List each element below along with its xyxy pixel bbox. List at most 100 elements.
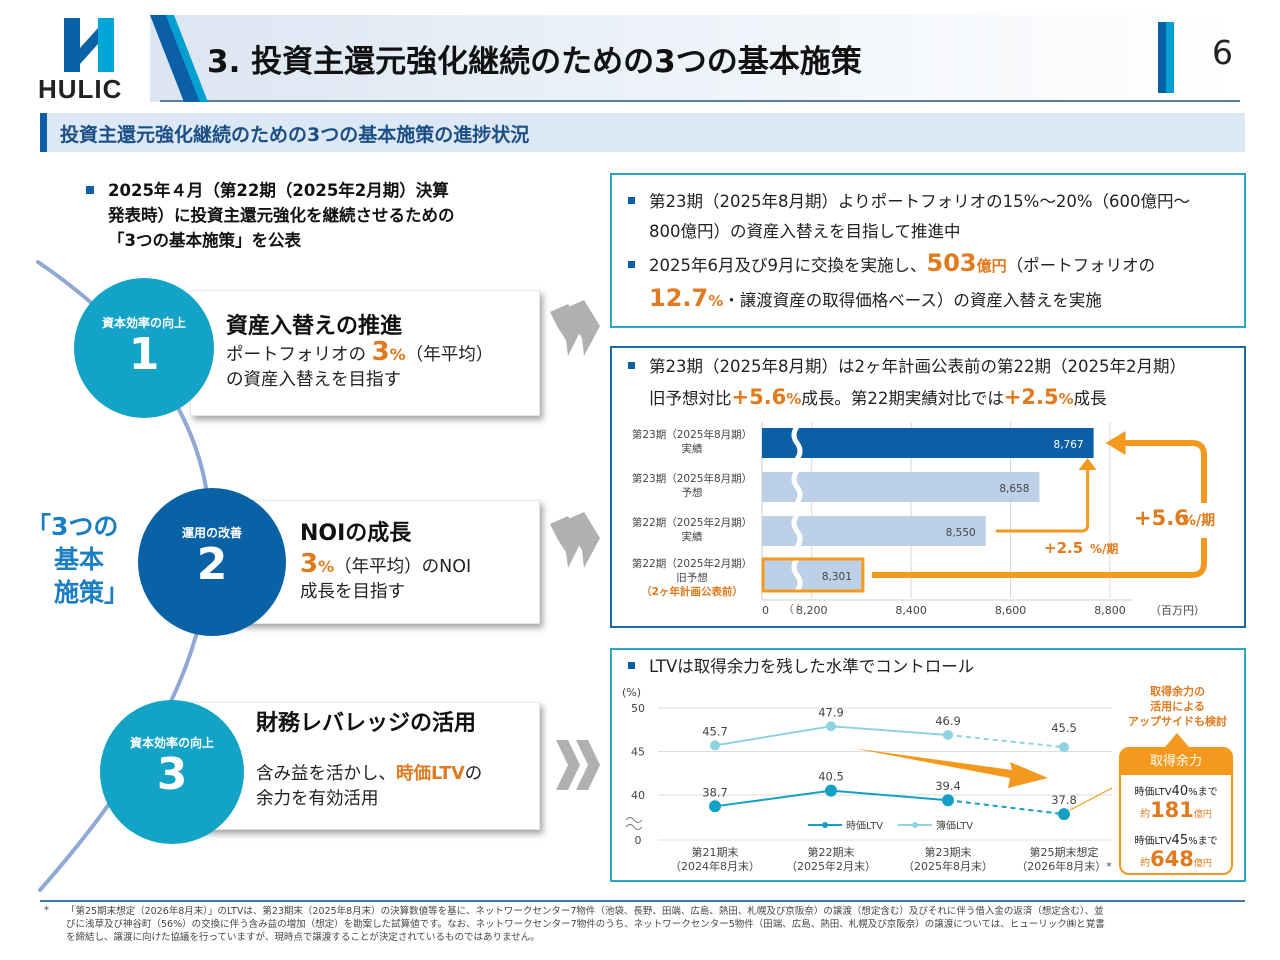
y-tick-label: 0: [635, 834, 642, 847]
data-label: 38.7: [702, 785, 728, 799]
measure-highlight-unit: %: [389, 345, 406, 364]
x-category-label: （2026年8月末）*: [1016, 859, 1112, 873]
panel-text: ・譲渡資産の取得価格ベース）の資産入替えを実施: [723, 291, 1102, 310]
page-number: 6: [1212, 33, 1233, 72]
percent-highlight: 12.7: [649, 284, 709, 312]
bullet-icon: [86, 186, 94, 194]
x-category-label: 第21期末: [692, 845, 739, 859]
axis-break-mark: [791, 513, 803, 549]
intro-line: 「3つの基本施策」を公表: [108, 231, 301, 250]
measure-title: 財務レバレッジの活用: [256, 711, 477, 736]
growth-arrow-5-6: [871, 440, 1207, 578]
series-projection-line: [947, 799, 1065, 816]
measure-body-text: の資産入替えを目指す: [226, 370, 401, 390]
bullet-icon: [628, 261, 635, 268]
measure-title: NOIの成長: [300, 521, 412, 546]
intro-text: 2025年４月（第22期（2025年2月期）決算 発表時）に投資主還元強化を継続…: [108, 178, 548, 253]
upside-callout: 取得余力の 活用による アップサイドも検討: [1110, 684, 1245, 729]
x-tick-label: 8,400: [895, 604, 927, 617]
series-projection-line: [947, 733, 1065, 749]
bullet-icon: [628, 197, 635, 204]
category-label: 実績: [682, 530, 703, 543]
panel-text: 2025年6月及び9月に交換を実施し、: [649, 256, 927, 275]
callout-line: 取得余力の: [1150, 685, 1205, 698]
data-point: [942, 794, 954, 807]
chevron-right-icon: [550, 512, 600, 568]
x-axis-unit: （百万円）: [1150, 604, 1205, 617]
panel-text: 成長: [1073, 389, 1107, 408]
title-band: [150, 15, 1240, 102]
x-category-label: （2025年8月末）: [903, 859, 993, 873]
axis-break-symbol: [790, 603, 800, 615]
data-label: 45.5: [1051, 721, 1077, 735]
amount-highlight: 503: [926, 249, 977, 277]
measure-highlight: 3: [300, 549, 319, 579]
x-tick-label: 8,800: [1094, 604, 1126, 617]
capacity-pct: 45: [1171, 833, 1189, 848]
panel1-bullet-1: 第23期（2025年8月期）よりポートフォリオの15%～20%（600億円～ 8…: [628, 187, 1238, 247]
x-tick-label: 8,600: [995, 604, 1027, 617]
panel-text: 800億円）の資産入替えを目指して推進中: [649, 222, 961, 241]
growth-unit: %: [786, 390, 802, 408]
category-label: （2ヶ年計画公表前）: [641, 585, 743, 598]
measure-category: 資本効率の向上: [101, 316, 186, 330]
capacity-value: 181: [1150, 798, 1194, 822]
y-tick-label: 50: [631, 702, 645, 715]
measure-highlight: 3: [371, 337, 390, 367]
panel-text: LTVは取得余力を残した水準でコントロール: [649, 657, 975, 676]
x-tick-label: 8,200: [796, 604, 828, 617]
arrowhead: [1105, 431, 1126, 455]
x-tick-label: 0: [762, 604, 769, 617]
data-label: 47.9: [818, 705, 844, 719]
noi-bar-chart: 0 8,200 8,400 8,600 8,800 （百万円） 8,767 第23期（2025…: [632, 422, 1215, 617]
capacity-row-2-value: 約648億円: [1121, 848, 1231, 873]
measure-body-text: （年平均）のNOI: [334, 557, 472, 577]
capacity-box: 取得余力 時価LTV40%まで 約181億円 時価LTV45%まで 約648億円: [1119, 747, 1233, 875]
category-label: 第22期（2025年2月期）: [632, 557, 752, 570]
capacity-unit: 億円: [1193, 859, 1212, 869]
arrowhead: [1078, 458, 1097, 470]
x-category-label: （2024年8月末）: [670, 859, 760, 873]
data-label: 45.7: [702, 724, 728, 738]
section-subheading-band: [40, 113, 1245, 152]
growth-label-2-5: +2.5: [1044, 539, 1083, 557]
measure-title: 資産入替えの推進: [226, 314, 403, 339]
category-label: 第23期（2025年8月期）: [632, 428, 752, 441]
growth-unit-5-6: %/期: [1182, 513, 1215, 529]
growth-arrow-2-5: [995, 468, 1090, 533]
panel-text: 旧予想対比: [649, 389, 732, 408]
category-label: 実績: [682, 442, 703, 455]
axis-break-symbol: [625, 817, 643, 830]
axis-break-mark: [791, 469, 803, 505]
noi-panel: [610, 346, 1246, 628]
capacity-approx: 約: [1140, 809, 1151, 820]
panel-text: 第23期（2025年8月期）よりポートフォリオの15%～20%（600億円～: [649, 192, 1190, 211]
bar-value-label: 8,767: [1054, 439, 1084, 451]
bullet-icon: [628, 362, 635, 369]
intro-line: 2025年４月（第22期（2025年2月期）決算: [108, 181, 449, 200]
y-axis-unit: (%): [622, 686, 641, 699]
y-tick-label: 40: [631, 789, 645, 802]
measure-category: 運用の改善: [181, 526, 242, 540]
panel1-bullet-2: 2025年6月及び9月に交換を実施し、503億円（ポートフォリオの 12.7%・…: [628, 247, 1238, 317]
section-subheading-bar: [40, 113, 47, 152]
footnote: 「第25期末想定（2026年8月末）」のLTVは、第23期末（2025年8月末）…: [66, 905, 1246, 944]
bar-highlight: [761, 557, 865, 593]
hulic-logo-icon: [64, 18, 114, 72]
bar-value-label: 8,301: [822, 571, 852, 583]
measure-circle-3: 資本効率の向上 3: [100, 700, 244, 844]
measure-circle-2: 運用の改善 2: [138, 488, 286, 636]
legend-label: 簿価LTV: [936, 819, 973, 832]
x-category-label: 第23期末: [925, 845, 972, 859]
measure-body: 含み益を活かし、時価LTVの 余力を有効活用: [256, 762, 536, 812]
measure-body-text: 含み益を活かし、: [256, 764, 396, 784]
side-label-line: 施策」: [54, 578, 130, 607]
measure-number: 3: [156, 749, 188, 800]
measure-card-3: [190, 702, 540, 830]
capacity-row-1-value: 約181億円: [1121, 799, 1231, 826]
y-tick-label: 45: [631, 746, 645, 759]
page-number-bar: [1158, 22, 1166, 93]
x-category-label: 第22期末: [808, 845, 855, 859]
measure-body: 3%（年平均）のNOI 成長を目指す: [300, 549, 540, 605]
bar-value-label: 8,658: [999, 483, 1029, 495]
